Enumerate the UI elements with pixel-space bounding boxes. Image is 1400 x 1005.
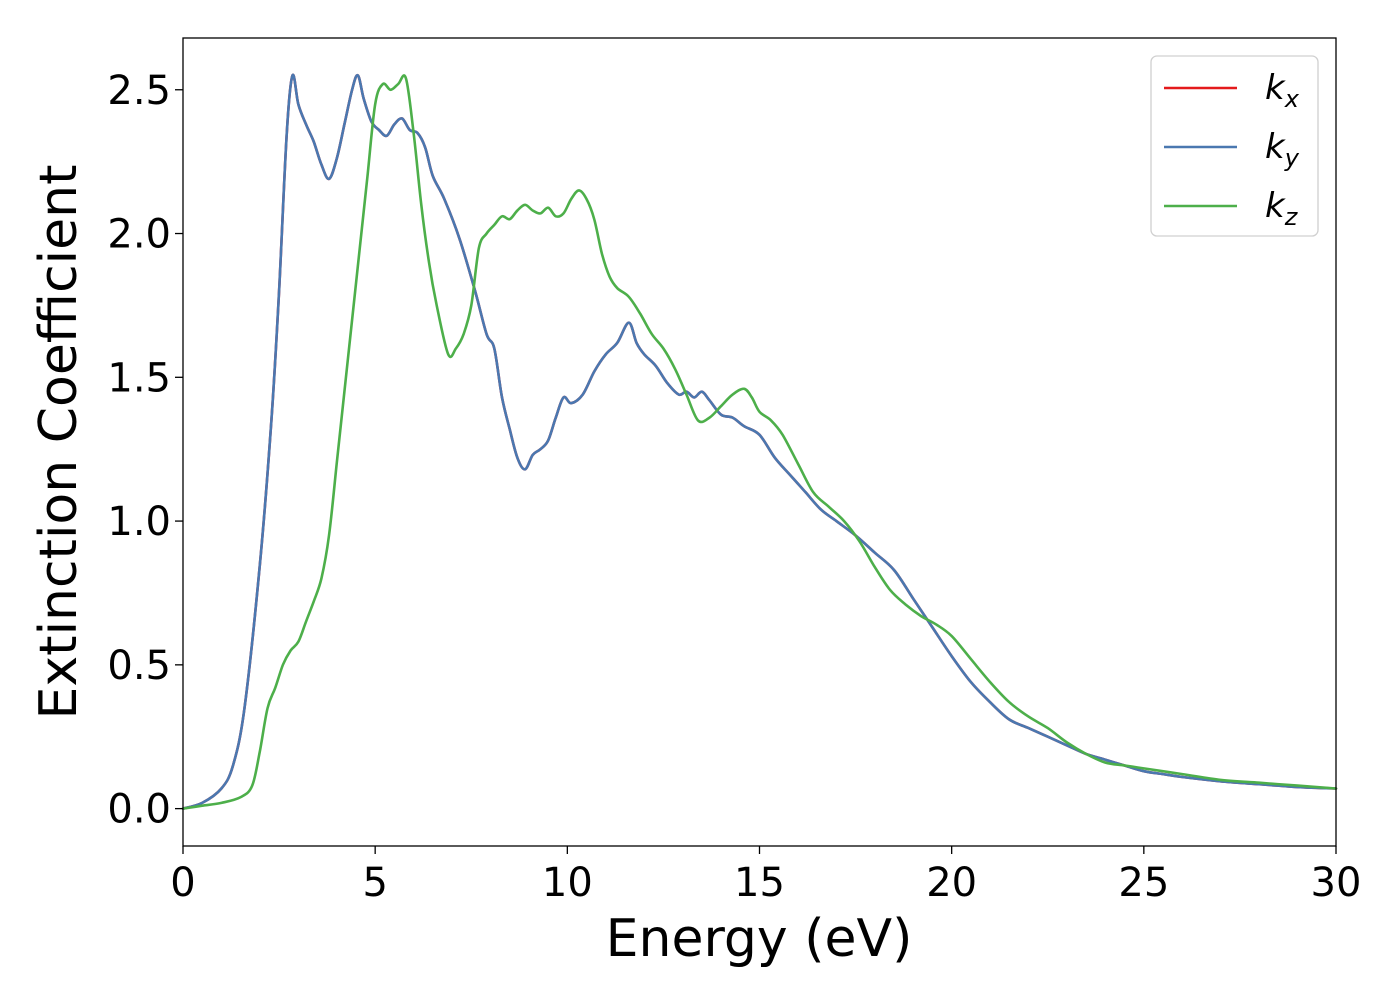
legend-label-k-y: ky [1265,127,1300,172]
legend-label-k-x: kx [1265,68,1300,113]
series-line-k-z [181,74,1338,810]
x-axis-title: Energy (eV) [606,909,913,969]
x-tick-label: 30 [1311,860,1362,906]
x-tick-label: 25 [1118,860,1169,906]
series-layer [181,73,1338,810]
y-tick-label: 1.5 [107,355,171,401]
legend-label-k-z: kz [1265,186,1299,231]
axis-layer: 0 5 10 15 20 25 30 0.0 0.5 1.0 1.5 2.0 2.5 [107,68,1361,906]
x-tick-label: 5 [362,860,387,906]
series-line-k-y [181,73,1338,810]
y-tick-label: 0.5 [107,643,171,689]
y-axis-title: Extinction Coefficient [29,165,89,720]
x-tick-label: 20 [926,860,977,906]
x-tick-label: 15 [734,860,785,906]
y-tick-label: 0.0 [107,787,171,833]
y-tick-label: 1.0 [107,499,171,545]
x-tick-label: 0 [170,860,195,906]
x-tick-label: 10 [542,860,593,906]
y-tick-label: 2.5 [107,68,171,114]
y-tick-label: 2.0 [107,212,171,258]
legend: kx ky kz [1150,55,1319,237]
